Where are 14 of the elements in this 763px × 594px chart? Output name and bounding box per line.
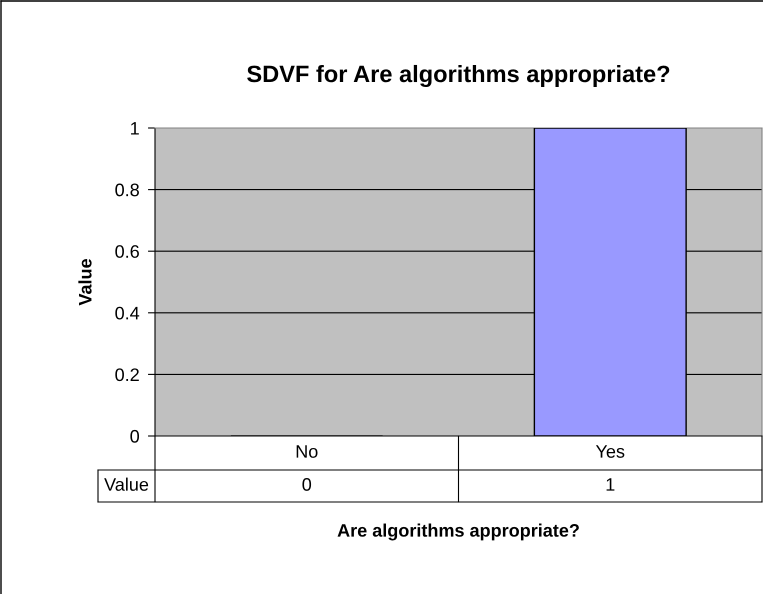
data-label: 1	[606, 478, 614, 491]
y-axis-title: Value	[78, 259, 92, 306]
x-tick-label: Yes	[596, 445, 624, 458]
x-tick-label: No	[296, 445, 318, 458]
y-tick-label: 0.8	[115, 184, 139, 196]
y-tick-label: 0.2	[115, 368, 139, 382]
chart-title: SDVF for Are algorithms appropriate?	[247, 64, 670, 88]
legend-label: Value	[104, 478, 148, 491]
y-tick-label: 1	[131, 122, 139, 135]
y-tick-label: 0	[130, 430, 140, 443]
y-tick-label: 0.4	[115, 306, 140, 320]
x-axis-title: Are algorithms appropriate?	[338, 524, 579, 540]
data-label: 0	[302, 478, 312, 491]
y-tick-label: 0.6	[115, 245, 139, 258]
